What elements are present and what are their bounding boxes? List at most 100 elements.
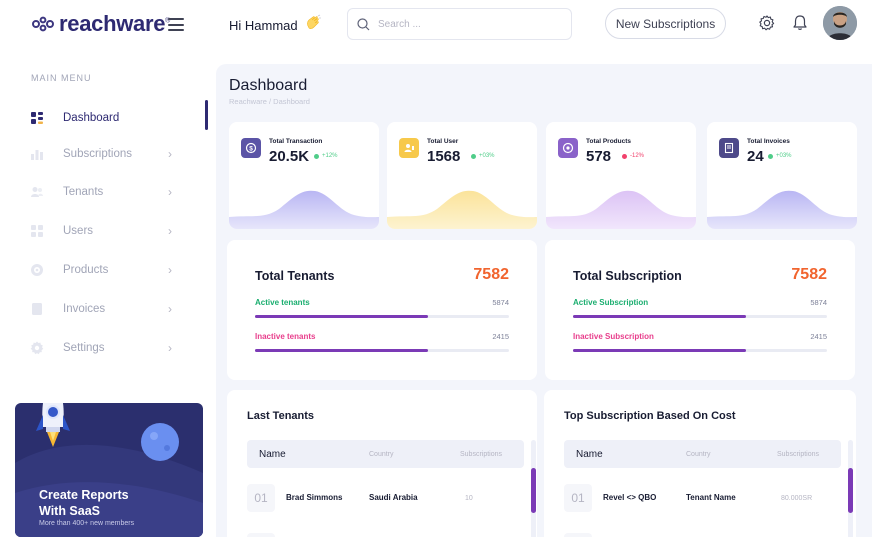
- reachware-logo-icon: [32, 16, 54, 32]
- top-bar: reachware® Hi Hammad New Subscriptions: [0, 0, 872, 48]
- table-row[interactable]: 01 Revel <> QBO Tenant Name 80.000SR: [564, 484, 841, 512]
- chevron-right-icon: ›: [168, 302, 172, 316]
- inactive-tenants-progress: [255, 349, 509, 352]
- active-indicator: [205, 100, 208, 130]
- table-scrollbar[interactable]: [848, 440, 853, 537]
- stat-label: Total Transaction: [269, 138, 323, 145]
- waving-hand-icon: [306, 14, 321, 29]
- stat-label: Total Products: [586, 138, 632, 145]
- search-box[interactable]: [347, 8, 572, 40]
- panel-title: Total Subscription: [573, 269, 682, 283]
- last-tenants-panel: Last Tenants Name Country Subscriptions …: [227, 390, 537, 537]
- greeting: Hi Hammad: [229, 14, 322, 34]
- dollar-icon: $: [241, 138, 261, 158]
- promo-card[interactable]: Create Reports With SaaS More than 400+ …: [15, 403, 203, 537]
- column-header-name[interactable]: Name: [576, 449, 603, 460]
- active-subscription-label: Active Subscription: [573, 298, 649, 307]
- chevron-right-icon: ›: [168, 263, 172, 277]
- panel-title: Last Tenants: [247, 410, 315, 422]
- menu-toggle-icon[interactable]: [168, 18, 184, 31]
- sidebar-item-invoices[interactable]: Invoices ›: [0, 294, 216, 324]
- stat-card-users[interactable]: Total User 1568 +03%: [387, 122, 537, 229]
- chevron-right-icon: ›: [168, 224, 172, 238]
- tenant-country: Saudi Arabia: [369, 493, 418, 502]
- sidebar-item-dashboard[interactable]: Dashboard: [0, 103, 216, 133]
- rocket-icon: [36, 403, 70, 447]
- sidebar-item-settings[interactable]: Settings ›: [0, 333, 216, 363]
- top-subscription-panel: Top Subscription Based On Cost Name Coun…: [544, 390, 856, 537]
- sidebar-item-products[interactable]: Products ›: [0, 255, 216, 285]
- tenant-name: Brad Simmons: [286, 493, 343, 502]
- notification-bell-icon[interactable]: [791, 14, 809, 32]
- table-scrollbar[interactable]: [531, 440, 536, 537]
- svg-text:$: $: [249, 145, 253, 152]
- stat-card-invoices[interactable]: Total Invoices 24 +03%: [707, 122, 857, 229]
- sidebar-item-subscriptions[interactable]: Subscriptions ›: [0, 139, 216, 169]
- sidebar-item-label: Products: [63, 264, 109, 276]
- total-count: 7582: [473, 266, 509, 283]
- stat-label: Total Invoices: [747, 138, 790, 145]
- stat-value: 24: [747, 148, 764, 165]
- sidebar-item-users[interactable]: Users ›: [0, 216, 216, 246]
- sidebar-item-label: Dashboard: [63, 112, 120, 124]
- stat-change: -12%: [622, 153, 644, 159]
- column-header-name[interactable]: Name: [259, 449, 286, 460]
- inactive-subscription-value: 2415: [810, 332, 827, 341]
- transaction-wave-chart: [229, 190, 379, 229]
- sidebar-item-tenants[interactable]: Tenants ›: [0, 177, 216, 207]
- stat-change: +03%: [471, 153, 495, 159]
- table-header: Name Country Subscriptions: [564, 440, 841, 468]
- subscription-name: Revel <> QBO: [603, 493, 657, 502]
- column-header-country[interactable]: Country: [369, 451, 394, 458]
- inactive-subscription-label: Inactive Subscription: [573, 332, 654, 341]
- row-number: 01: [247, 484, 275, 512]
- table-row[interactable]: [564, 533, 592, 537]
- column-header-subscriptions[interactable]: Subscriptions: [460, 451, 503, 458]
- table-row[interactable]: 01 Brad Simmons Saudi Arabia 10: [247, 484, 524, 512]
- column-header-country[interactable]: Country: [686, 451, 711, 458]
- stat-value: 1568: [427, 148, 461, 165]
- active-tenants-value: 5874: [492, 298, 509, 307]
- tenant-subscriptions: 10: [465, 495, 473, 502]
- panel-title: Total Tenants: [255, 269, 335, 283]
- gear-icon: [30, 341, 44, 355]
- total-subscription-panel: Total Subscription 7582 Active Subscript…: [545, 240, 855, 380]
- chevron-right-icon: ›: [168, 185, 172, 199]
- stat-card-products[interactable]: Total Products 578 -12%: [546, 122, 696, 229]
- chevron-right-icon: ›: [168, 147, 172, 161]
- target-icon: [31, 264, 43, 276]
- settings-gear-icon[interactable]: [758, 14, 776, 32]
- brand-logo[interactable]: reachware®: [31, 10, 170, 38]
- sidebar-item-label: Tenants: [63, 186, 104, 198]
- inactive-tenants-value: 2415: [492, 332, 509, 341]
- user-avatar[interactable]: [823, 6, 857, 40]
- users-icon: [31, 187, 43, 197]
- new-subscriptions-button[interactable]: New Subscriptions: [605, 8, 726, 39]
- stat-label: Total User: [427, 138, 459, 145]
- main-menu-heading: MAIN MENU: [31, 73, 92, 83]
- active-subscription-value: 5874: [810, 298, 827, 307]
- breadcrumb: Reachware / Dashboard: [229, 97, 310, 106]
- chevron-right-icon: ›: [168, 341, 172, 355]
- sidebar-item-label: Settings: [63, 342, 105, 354]
- inactive-tenants-label: Inactive tenants: [255, 332, 316, 341]
- tenant-name: Tenant Name: [686, 493, 736, 502]
- search-input[interactable]: [378, 18, 548, 30]
- stat-change: +03%: [768, 153, 792, 159]
- active-subscription-progress: [573, 315, 827, 318]
- promo-illustration: [15, 423, 203, 537]
- total-count: 7582: [791, 266, 827, 283]
- table-row[interactable]: [247, 533, 275, 537]
- subscription-cost: 80.000SR: [781, 495, 813, 502]
- user-wave-chart: [387, 190, 537, 229]
- column-header-subscriptions[interactable]: Subscriptions: [777, 451, 820, 458]
- promo-title: Create Reports With SaaS: [39, 488, 129, 518]
- sidebar-item-label: Users: [63, 225, 94, 237]
- active-tenants-label: Active tenants: [255, 298, 310, 307]
- stat-card-transactions[interactable]: $ Total Transaction 20.5K +12%: [229, 122, 379, 229]
- sidebar-item-label: Invoices: [63, 303, 106, 315]
- target-icon: [558, 138, 578, 158]
- chart-icon: [31, 150, 43, 160]
- stat-value: 20.5K: [269, 148, 310, 165]
- promo-subtitle: More than 400+ new members: [39, 520, 135, 527]
